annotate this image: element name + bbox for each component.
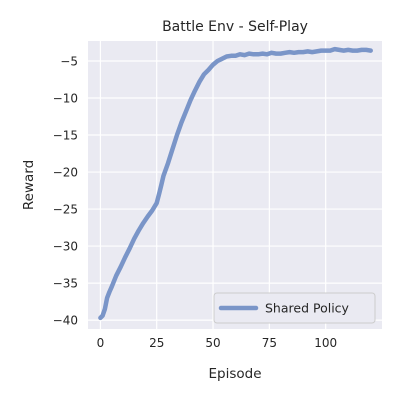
x-tick-label: 100: [314, 336, 337, 350]
y-tick-label: −25: [53, 203, 78, 217]
y-tick-label: −20: [53, 166, 78, 180]
y-tick-label: −5: [60, 54, 78, 68]
y-tick-label: −15: [53, 129, 78, 143]
y-tick-label: −35: [53, 277, 78, 291]
legend: Shared Policy: [213, 292, 376, 324]
x-tick-label: 50: [205, 336, 220, 350]
y-tick-label: −40: [53, 314, 78, 328]
x-tick-label: 0: [97, 336, 105, 350]
x-axis-label: Episode: [208, 366, 261, 382]
series-lines: [98, 46, 373, 321]
x-tick-label: 75: [262, 336, 277, 350]
legend-box: [213, 292, 376, 324]
x-tick-label: 25: [149, 336, 164, 350]
series-line: [98, 46, 373, 321]
y-tick-label: −30: [53, 240, 78, 254]
y-tick-labels: −40 −35 −30 −25 −20 −15 −10 −5: [53, 54, 78, 327]
x-tick-labels: 0 25 50 75 100: [97, 336, 338, 350]
chart-title: Battle Env - Self-Play: [162, 19, 308, 35]
legend-label: Shared Policy: [265, 301, 350, 316]
y-axis-label: Reward: [21, 160, 37, 210]
plot-background: [88, 41, 382, 329]
y-tick-label: −10: [53, 92, 78, 106]
